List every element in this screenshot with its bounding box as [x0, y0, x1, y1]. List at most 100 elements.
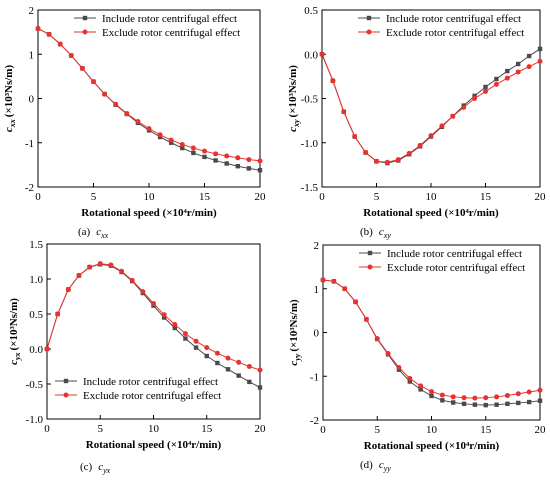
data-point-exclude: [204, 345, 210, 351]
data-point-exclude: [395, 157, 401, 163]
panel-caption-label: (c): [80, 461, 93, 473]
chart-panel-b: 0 5 10 15 20 -1.5 -1.0 -0.5 0.0 0.5 Include rotor …: [287, 5, 546, 240]
y-axis-label: cyy(×10³Ns/m): [288, 299, 302, 366]
y-tick-label: 1: [29, 49, 35, 61]
series-line-include: [321, 48, 541, 164]
data-point-include: [440, 398, 445, 403]
x-axis-label: Rotational speed (×10⁴r/min): [81, 207, 217, 219]
x-tick-label: 10: [144, 191, 156, 203]
panel-caption-subscript: xy: [383, 231, 392, 240]
data-point-include: [224, 161, 229, 166]
y-axis-label: cxy(×10³Ns/m): [287, 65, 301, 132]
panel-caption-subscript: xx: [100, 231, 109, 240]
y-axis-label-symbol: c: [8, 360, 20, 365]
y-tick-label: 1.5: [29, 239, 43, 251]
y-tick-label: 0.5: [29, 309, 43, 321]
x-tick-label: 15: [480, 424, 492, 436]
x-tick-label: 10: [148, 423, 160, 435]
data-point-exclude: [202, 148, 207, 154]
y-axis-label-unit: (×10³Ns/m): [3, 65, 15, 118]
x-tick-label: 0: [44, 423, 50, 435]
x-tick-label: 0: [319, 191, 325, 203]
data-point-include: [407, 379, 412, 384]
legend: Include rotor centrifugal effect Exclude …: [55, 376, 221, 402]
data-point-include: [526, 53, 532, 59]
data-point-exclude: [46, 31, 52, 37]
data-point-include: [451, 400, 456, 405]
legend-label: Exclude rotor centrifugal effect: [386, 27, 524, 39]
data-point-include: [172, 325, 177, 331]
data-point-include: [204, 353, 209, 359]
panel-caption: (d) cyy: [360, 459, 391, 473]
data-point-include: [429, 393, 434, 399]
data-point-include: [494, 402, 499, 407]
chart-panel-d: 0 5 10 15 20 -2 -1 0 1 2 Include rotor centrifugal…: [288, 240, 546, 473]
panel-caption-label: (b): [360, 226, 373, 238]
data-point-exclude: [213, 151, 219, 157]
data-point-exclude: [246, 364, 252, 369]
legend-marker: [367, 250, 373, 256]
data-point-exclude: [526, 389, 532, 395]
data-point-include: [516, 61, 521, 67]
data-point-exclude: [330, 78, 336, 84]
data-point-include: [257, 385, 263, 390]
data-point-include: [505, 68, 510, 74]
data-point-exclude: [363, 316, 369, 322]
panel-caption-label: (a): [78, 226, 91, 238]
x-tick-label: 10: [426, 424, 438, 436]
legend-marker: [63, 392, 69, 398]
data-point-exclude: [504, 393, 510, 398]
data-point-exclude: [537, 387, 543, 393]
panel-caption-symbol: c: [98, 461, 103, 473]
y-tick-label: -1: [310, 371, 319, 383]
data-point-exclude: [342, 286, 348, 292]
data-point-include: [537, 46, 543, 52]
legend-label: Include rotor centrifugal effect: [386, 13, 521, 25]
data-point-include: [472, 93, 477, 99]
data-point-exclude: [450, 394, 456, 400]
data-point-exclude: [341, 109, 347, 115]
x-tick-label: 15: [480, 191, 492, 203]
data-point-exclude: [385, 351, 391, 356]
data-point-exclude: [172, 322, 178, 327]
data-point-exclude: [214, 350, 220, 356]
data-point-exclude: [151, 301, 156, 306]
x-tick-label: 15: [201, 423, 213, 435]
data-point-exclude: [363, 149, 369, 155]
y-tick-label: 0.0: [304, 49, 318, 61]
data-point-include: [161, 315, 167, 320]
x-tick-label: 5: [375, 424, 381, 436]
panel-caption: (a) cxx: [78, 226, 109, 240]
data-point-exclude: [57, 41, 63, 47]
data-point-include: [246, 166, 252, 171]
x-tick-label: 20: [255, 191, 267, 203]
y-tick-label: 0.0: [29, 344, 43, 356]
y-tick-label: 2: [314, 240, 320, 252]
data-point-exclude: [396, 365, 402, 370]
data-point-exclude: [135, 119, 141, 125]
x-tick-label: 0: [35, 191, 41, 203]
data-point-exclude: [450, 113, 456, 119]
data-point-exclude: [374, 336, 380, 342]
data-point-exclude: [146, 126, 152, 132]
data-point-include: [180, 145, 185, 151]
data-point-include: [461, 401, 467, 407]
x-axis-label: Rotational speed (×10⁴r/min): [364, 440, 500, 452]
data-point-include: [418, 387, 423, 392]
y-axis-label-symbol: c: [3, 127, 15, 132]
y-axis-label-subscript: xy: [292, 119, 301, 128]
data-point-exclude: [179, 142, 185, 148]
legend: Include rotor centrifugal effect Exclude …: [74, 13, 240, 39]
data-point-exclude: [418, 383, 424, 389]
data-point-exclude: [235, 155, 241, 161]
legend-label: Include rotor centrifugal effect: [83, 376, 218, 388]
data-point-exclude: [439, 123, 445, 129]
legend-marker: [63, 378, 69, 384]
x-tick-label: 10: [426, 191, 438, 203]
panel-caption-subscript: yx: [102, 466, 111, 475]
data-point-include: [516, 400, 521, 406]
data-point-exclude: [102, 91, 108, 97]
y-tick-label: -2: [310, 415, 319, 427]
y-axis-label-subscript: yx: [13, 352, 22, 361]
legend: Include rotor centrifugal effect Exclude …: [359, 248, 525, 274]
